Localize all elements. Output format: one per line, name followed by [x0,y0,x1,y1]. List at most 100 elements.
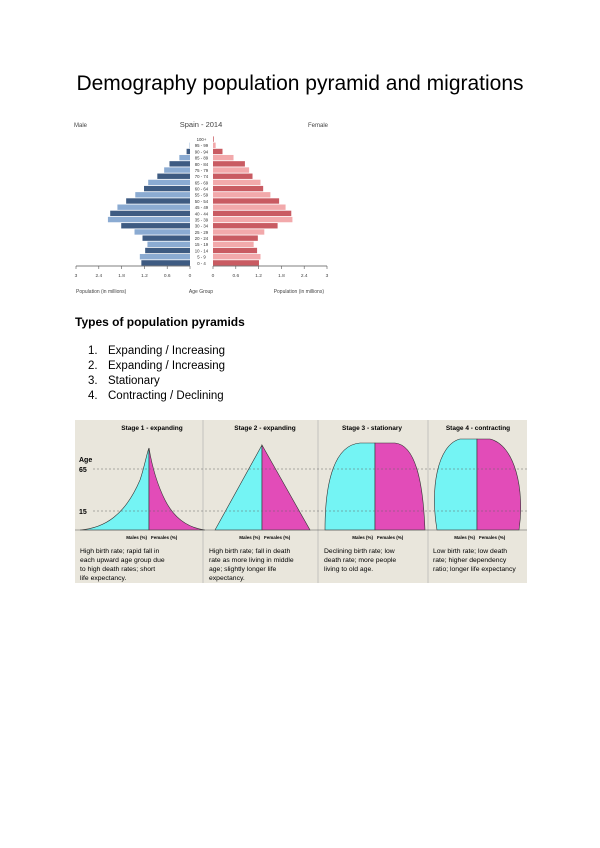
section-heading: Types of population pyramids [75,315,245,329]
stage-description-line: age; slightly longer life [209,566,276,573]
male-bar [134,229,190,235]
male-bar [135,192,190,198]
male-bar [179,154,190,161]
female-bar [213,241,254,248]
tick-label: 1.8 [118,273,125,279]
female-bar [213,260,259,266]
age-group-label: 20 - 24 [195,236,209,241]
female-bar [213,229,265,235]
male-bar [147,241,190,248]
stage-title: Stage 1 - expanding [121,425,182,432]
stage-title: Stage 2 - expanding [234,425,295,432]
female-bar [213,179,261,186]
female-bar [213,235,258,241]
males-label: Males (%) [126,535,147,540]
tick-label: 2.4 [95,273,102,279]
female-bar [213,247,258,254]
female-bar [213,185,264,192]
age-group-label: 75 - 79 [195,168,209,173]
age-65-label: 65 [79,467,87,474]
females-label: Females (%) [479,535,506,540]
male-bar [142,235,190,241]
stage-description-line: to high death rates; short [80,566,155,573]
x-label-center: Age Group [189,289,213,295]
age-group-label: 5 - 9 [197,255,206,260]
age-15-label: 15 [79,509,87,516]
females-label: Females (%) [264,535,291,540]
female-bar [213,142,216,148]
stage-title: Stage 4 - contracting [446,425,510,432]
stage3-males-shape [324,442,376,531]
female-label: Female [308,123,329,129]
page-title: Demography population pyramid and migrat… [76,72,524,95]
males-label: Males (%) [352,535,373,540]
tick-label: 1.2 [141,273,148,279]
stage-description-line: Low birth rate; low death [433,548,507,555]
male-bar [144,185,190,192]
female-bar [213,198,280,204]
age-group-label: 70 - 74 [195,174,209,179]
female-bar [213,148,223,155]
x-label-right: Population (in millions) [274,289,325,295]
female-bar [213,216,293,223]
age-group-label: 85 - 89 [195,156,209,161]
female-bar [213,210,292,217]
male-label: Male [74,123,88,129]
age-group-label: 65 - 69 [195,180,209,185]
age-group-label: 30 - 34 [195,224,209,229]
female-bar [213,161,245,167]
population-pyramid-chart: Male Spain - 2014 Female 0 - 45 - 9 10 - … [74,120,329,295]
male-bar [139,254,190,260]
stage-description-line: rate; higher dependency [433,557,507,564]
list-item: 2. Expanding / Increasing [88,359,225,374]
male-bar [121,223,190,229]
male-bar [157,173,190,179]
age-group-label: 45 - 49 [195,205,209,210]
stage-description-line: Declining birth rate; low [324,548,395,555]
age-group-label: 40 - 44 [195,211,209,216]
list-label: Stationary [108,375,160,387]
male-bar [117,204,190,210]
stage4-males-shape [434,438,478,531]
list-item: 3. Stationary [88,374,225,389]
female-bar [213,254,261,260]
age-group-label: 60 - 64 [195,187,209,192]
tick-label: 0 [189,273,192,279]
stage-description-line: life expectancy. [80,575,126,582]
male-bar [186,148,190,155]
male-bar [164,167,190,173]
tick-label: 0 [212,273,215,279]
female-bar [213,154,234,161]
male-bar [145,247,190,254]
stage-description-line: High birth rate; rapid fall in [80,548,160,555]
list-label: Expanding / Increasing [108,345,225,357]
age-group-label: 100+ [197,137,207,142]
females-label: Females (%) [377,535,404,540]
stage-description-line: death rate; more people [324,557,396,564]
age-group-label: 95 - 99 [195,143,209,148]
stage1-males-shape [79,447,150,531]
age-group-label: 10 - 14 [195,248,209,253]
list-label: Expanding / Increasing [108,360,225,372]
age-group-label: 50 - 54 [195,199,209,204]
list-item: 1. Expanding / Increasing [88,344,225,359]
list-number: 3. [88,375,98,387]
age-group-label: 80 - 84 [195,162,209,167]
list-number: 1. [88,345,98,357]
female-bar [213,136,214,142]
male-bar [141,260,190,266]
stage-description-line: living to old age. [324,566,373,573]
stage-description-line: expectancy. [209,575,245,582]
tick-label: 0.6 [232,273,239,279]
stage-description-line: ratio; longer life expectancy [433,566,516,573]
tick-label: 1.2 [255,273,262,279]
male-bar [148,179,190,186]
stage-title: Stage 3 - stationary [342,425,402,432]
stage-description-line: each upward age group due [80,557,165,564]
male-bar [126,198,190,204]
list-number: 4. [88,390,98,402]
pyramid-types-list: 1. Expanding / Increasing 2. Expanding / I… [88,344,225,404]
tick-label: 3 [75,273,78,279]
list-number: 2. [88,360,98,372]
